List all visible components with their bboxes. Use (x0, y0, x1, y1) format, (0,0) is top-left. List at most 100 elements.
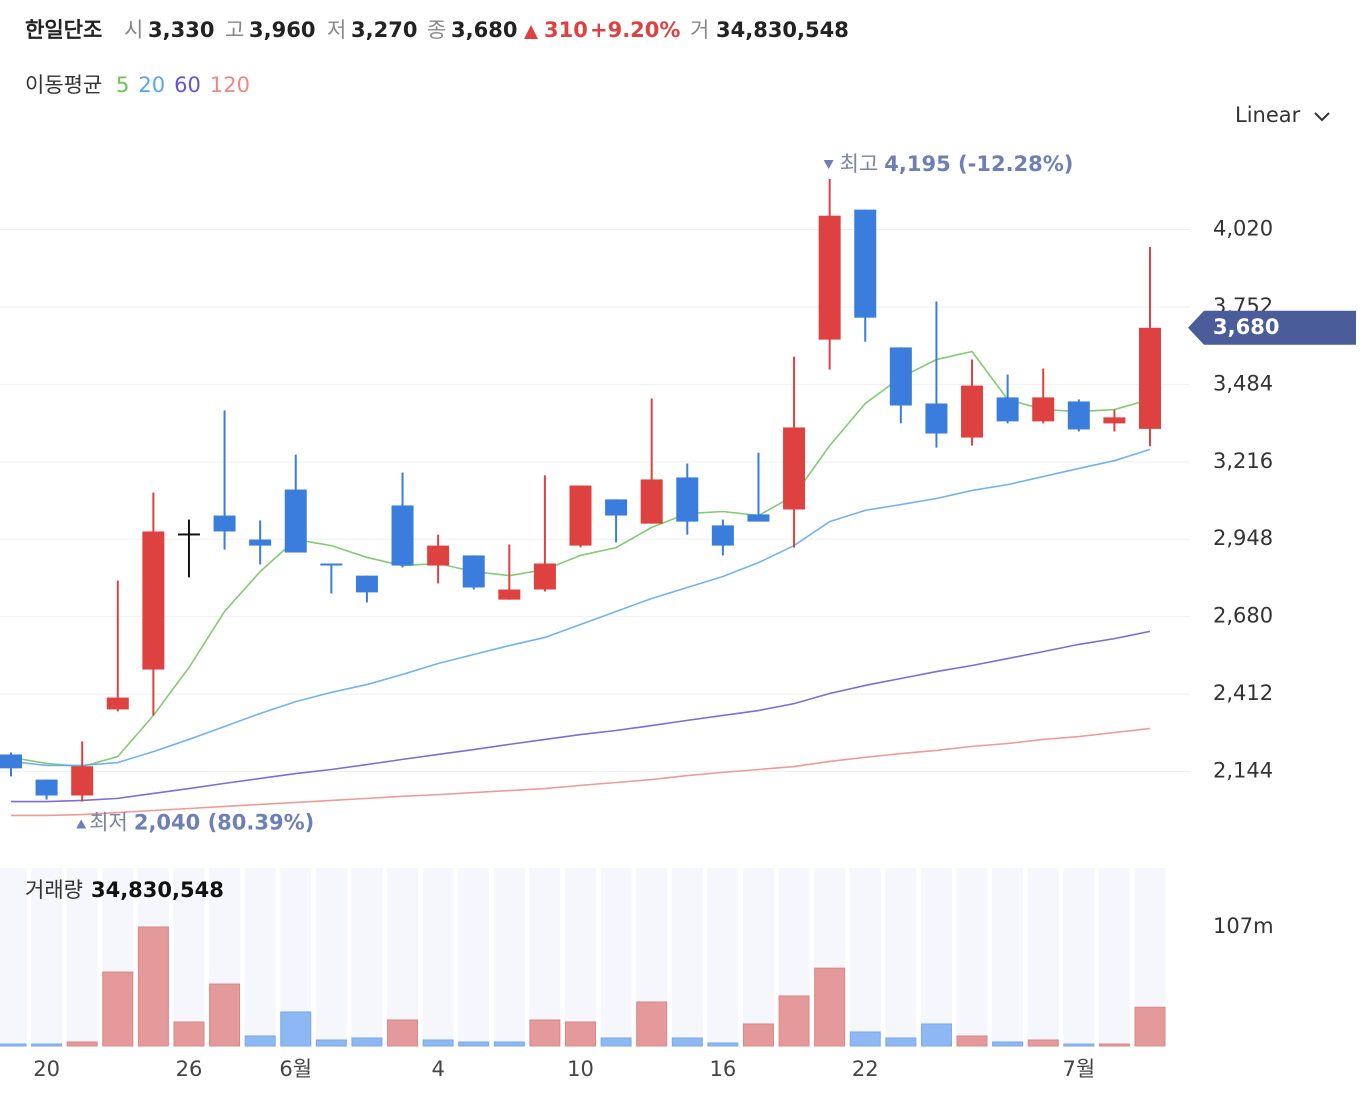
volume-column-bg (387, 868, 419, 1046)
scale-dropdown[interactable]: Linear (1235, 103, 1330, 127)
volume-bar (600, 1037, 632, 1047)
volume-value: 34,830,548 (716, 18, 849, 42)
volume-total: 34,830,548 (91, 878, 224, 902)
chevron[interactable] (1314, 112, 1330, 122)
volume-bar (422, 1039, 454, 1047)
close-value: 3,680 (451, 18, 517, 42)
volume-bar (920, 1023, 952, 1047)
candle-body (1067, 401, 1090, 430)
volume-bar (849, 1031, 881, 1047)
volume-column-bg (422, 868, 454, 1046)
legend-entry: 60 (174, 73, 201, 97)
candle-body (1103, 417, 1126, 424)
low-label: 저 (327, 18, 346, 42)
candle-body (391, 505, 414, 566)
volume-title: 거래량 (25, 878, 83, 902)
high-value: 3,960 (249, 18, 315, 42)
volume-column-bg (173, 868, 205, 1046)
candle-body (106, 697, 129, 710)
legend-entry: 20 (138, 73, 165, 97)
volume-bar (636, 1001, 668, 1047)
y-tick-label: 4,020 (1213, 217, 1273, 241)
candle-body (71, 766, 94, 796)
volume-bar (671, 1037, 703, 1047)
last-price-tag (1188, 310, 1356, 345)
volume-bar (956, 1035, 988, 1047)
x-tick-label: 4 (431, 1057, 444, 1081)
y-tick-label: 3,484 (1213, 371, 1273, 395)
volume-column-bg (0, 868, 27, 1046)
y-tick-label: 3,216 (1213, 449, 1273, 473)
change-pct: +9.20% (590, 18, 680, 42)
volume-bar (814, 967, 846, 1047)
volume-bar (1027, 1039, 1059, 1047)
candle-body (1032, 397, 1055, 422)
max-value: 4,195 (-12.28%) (884, 152, 1073, 176)
candle-body (605, 499, 628, 516)
candle-body (925, 403, 948, 434)
open-value: 3,330 (148, 18, 214, 42)
volume-bar (280, 1011, 312, 1047)
volume-bar (0, 1043, 27, 1047)
volume-column-bg (529, 868, 561, 1046)
volume-bar (315, 1039, 347, 1047)
volume-column-bg (244, 868, 276, 1046)
volume-column-bg (493, 868, 525, 1046)
candle-body (818, 215, 841, 340)
volume-bar (351, 1037, 383, 1047)
volume-bar (493, 1041, 525, 1047)
candle-body (676, 477, 699, 522)
min-arrow (76, 819, 87, 829)
x-tick-label: 10 (567, 1057, 594, 1081)
max-label: 최고 (840, 152, 879, 176)
scale-mode[interactable]: Linear (1235, 103, 1301, 127)
volume-bar (458, 1041, 490, 1047)
candle-body (533, 563, 556, 590)
low-value: 3,270 (351, 18, 417, 42)
candle-body (142, 531, 165, 670)
volume-column-bg (315, 868, 347, 1046)
max-arrow (823, 160, 834, 169)
legend-entry: 5 (116, 73, 129, 97)
volume-bar (565, 1021, 596, 1047)
x-tick-label: 22 (852, 1057, 879, 1081)
change: 310 (544, 18, 588, 42)
candle-body (284, 489, 307, 553)
volume-bar (1063, 1043, 1095, 1047)
volume-bar (992, 1041, 1024, 1047)
open-label: 시 (124, 18, 143, 42)
candle-body (320, 563, 343, 566)
volume-bar (31, 1043, 63, 1047)
ma-line (11, 630, 1151, 803)
volume-column-bg (458, 868, 490, 1046)
volume-column-bg (920, 868, 952, 1046)
candle-body (996, 397, 1019, 422)
volume-column-bg (849, 868, 881, 1046)
y-tick-label: 2,680 (1213, 604, 1273, 628)
volume-column-bg (351, 868, 383, 1046)
y-tick-label: 2,144 (1213, 759, 1273, 783)
candle-body (498, 589, 521, 600)
x-tick-label: 6월 (279, 1057, 312, 1081)
volume-bar (102, 971, 134, 1047)
stock-name: 한일단조 (25, 18, 102, 42)
volume-column-bg (31, 868, 63, 1046)
candle-body (569, 485, 592, 546)
ma-line (11, 727, 1151, 817)
volume-bar (707, 1042, 739, 1047)
candle-body (854, 209, 877, 318)
volume-column-bg (66, 868, 98, 1046)
candle-body (355, 575, 378, 593)
legend-entry: 120 (210, 73, 250, 97)
candle-body (177, 533, 200, 536)
min-value: 2,040 (80.39%) (134, 811, 314, 835)
candle-body (783, 427, 806, 510)
candle-body (35, 779, 58, 796)
close-label: 종 (427, 18, 446, 42)
volume-column-bg (1063, 868, 1095, 1046)
candle-body (711, 525, 734, 546)
volume-column-bg (565, 868, 596, 1046)
volume-column-bg (742, 868, 774, 1046)
volume-column-bg (707, 868, 739, 1046)
volume-bar (1098, 1043, 1130, 1047)
